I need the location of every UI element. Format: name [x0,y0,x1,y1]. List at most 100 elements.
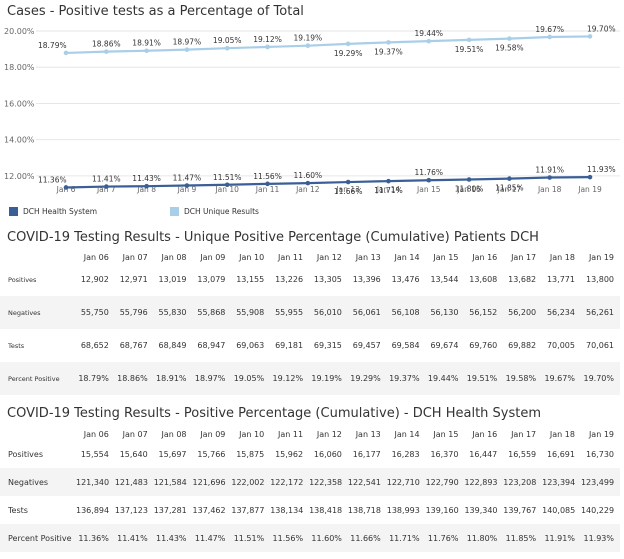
data-label: 19.70% [587,24,616,33]
table-row: Negatives 55,750 55,796 55,830 55,868 55,908 5… [0,296,620,329]
table-cell: 138,993 [386,505,420,515]
row-label: Percent Positive [0,524,76,552]
data-label: 19.67% [535,25,564,34]
data-point [63,185,69,190]
table-cell: 69,584 [391,341,420,350]
table-cell: 13,800 [586,275,614,284]
row-label: Positives [8,449,44,459]
table-cell: 19.12% [270,362,310,395]
table-cell: 13,396 [352,275,381,284]
table-cell: 137,462 [192,505,226,515]
data-point [184,47,190,52]
table-cell: 19.44% [425,362,465,395]
data-label: 18.79% [38,41,67,50]
data-label: 19.58% [495,44,524,53]
table-cell: 121,483 [114,468,154,496]
column-header: Jan 19 [588,252,614,262]
table-cell: 68,947 [197,341,226,350]
table-cell: 11.36% [76,524,115,552]
table-cell: 121,584 [153,468,193,496]
table-cell: 138,418 [309,505,343,515]
data-label: 11.85% [495,184,524,193]
x-tick-label: Jan 16 [456,185,481,194]
table-row: Positives 12,902 12,971 13,019 13,079 13,155 1… [0,263,620,296]
data-point [144,48,149,54]
table-cell: 18.91% [153,362,193,395]
y-tick-label: 16.00% [4,99,35,108]
data-label: 11.43% [132,174,161,183]
data-label: 11.91% [535,166,564,175]
header-corner [0,428,76,440]
table-cell: 13,305 [313,275,342,284]
column-header: Jan 17 [511,429,537,439]
data-point [305,43,311,48]
table-cell: 19.37% [386,362,426,395]
x-tick-label: Jan 18 [537,185,562,194]
column-header: Jan 06 [83,429,109,439]
data-label: 11.71% [374,186,403,195]
x-tick-label: Jan 15 [416,185,441,194]
table-cell: 13,771 [546,275,575,284]
x-tick-label: Jan 10 [214,185,239,194]
table-cell: 12,902 [80,275,109,284]
data-label: 19.19% [294,34,323,43]
row-label: Negatives [0,468,76,496]
table-cell: 122,002 [231,468,271,496]
data-point [104,184,109,189]
legend-item-dch-health-system[interactable]: DCH Health System [9,207,97,216]
data-label: 11.66% [334,187,363,196]
table-cell: 11.51% [231,524,271,552]
legend-item-dch-unique-results[interactable]: DCH Unique Results [170,207,259,216]
column-header: Jan 08 [161,252,187,262]
x-tick-label: Jan 13 [335,185,360,194]
column-header: Jan 13 [355,252,381,262]
column-header: Jan 15 [433,252,459,262]
x-tick-label: Jan 8 [136,185,156,194]
data-point [305,180,311,186]
column-header: Jan 16 [472,252,498,262]
data-point [144,183,149,189]
data-label: 11.80% [455,185,484,194]
table-row: Percent Positive 18.79% 18.86% 18.91% 18.97%… [0,362,620,395]
table-cell: 56,200 [503,296,543,329]
table-cell: 11.47% [192,524,232,552]
table-cell: 55,908 [231,296,271,329]
row-label: Percent Positive [0,362,76,395]
table-cell: 56,108 [386,296,426,329]
table-cell: 139,340 [464,505,498,515]
data-point [466,177,472,182]
unique-positive-table: Jan 06 Jan 07 Jan 08 Jan 09 Jan 10 Jan 11 Jan … [0,251,620,395]
table-cell: 11.85% [503,524,543,552]
x-tick-label: Jan 17 [497,185,522,194]
data-point [547,34,552,40]
table-cell: 55,796 [114,296,154,329]
table-cell: 11.91% [542,524,581,552]
data-label: 11.93% [587,165,616,174]
table-cell: 139,160 [425,505,459,515]
column-header: Jan 13 [355,429,381,439]
table-cell: 56,234 [542,296,581,329]
table-cell: 56,261 [580,296,620,329]
table-cell: 56,010 [309,296,348,329]
data-label: 19.12% [253,35,282,44]
table-cell: 16,730 [586,449,614,459]
row-label: Tests [8,341,25,350]
table1-title: COVID-19 Testing Results - Unique Positi… [7,230,539,245]
data-label: 11.47% [173,173,202,182]
data-point [184,183,190,188]
x-tick-label: Jan 12 [295,185,320,194]
table-cell: 16,177 [352,449,381,459]
table-cell: 13,079 [197,275,226,284]
table-cell: 13,544 [430,275,459,284]
table-cell: 15,554 [80,449,109,459]
data-label: 11.60% [294,171,323,180]
table-cell: 13,019 [158,275,187,284]
column-header: Jan 18 [549,252,575,262]
table-cell: 138,718 [347,505,381,515]
data-label: 11.51% [213,173,242,182]
data-point [386,178,391,184]
y-tick-label: 20.00% [4,27,35,36]
data-label: 11.56% [253,172,282,181]
data-point [587,174,593,180]
table-cell: 56,152 [464,296,504,329]
